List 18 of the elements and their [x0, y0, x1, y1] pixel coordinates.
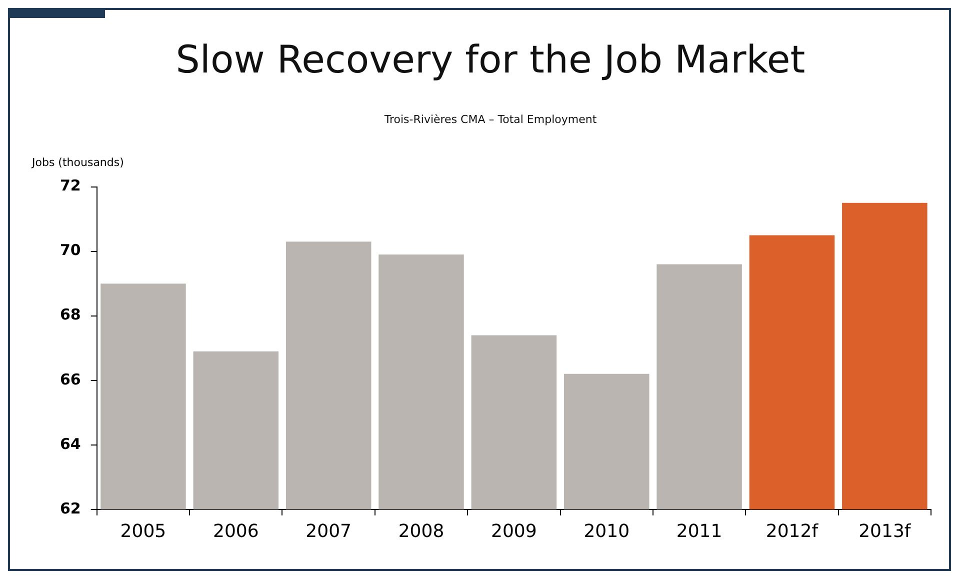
x-tick-label: 2013f	[858, 520, 912, 542]
y-tick-label: 70	[60, 241, 81, 260]
y-tick-label: 68	[60, 306, 81, 324]
y-tick-label: 62	[60, 499, 81, 518]
y-tick-label: 72	[60, 176, 81, 195]
chart-subtitle: Trois-Rivières CMA – Total Employment	[383, 113, 598, 126]
x-tick-label: 2007	[306, 520, 352, 542]
x-tick-label: 2011	[676, 520, 722, 542]
x-tick-label: 2009	[491, 520, 537, 542]
y-tick-label: 64	[60, 434, 81, 453]
y-axis-title: Jobs (thousands)	[31, 156, 124, 170]
y-tick-label: 66	[60, 370, 81, 388]
x-tick-label: 2010	[584, 520, 630, 542]
x-tick-label: 2012f	[766, 520, 819, 542]
x-tick-label: 2008	[398, 520, 444, 542]
x-tick-label: 2005	[120, 520, 166, 542]
x-tick-label: 2006	[212, 520, 259, 542]
chart-title: Slow Recovery for the Job Market	[176, 38, 806, 82]
